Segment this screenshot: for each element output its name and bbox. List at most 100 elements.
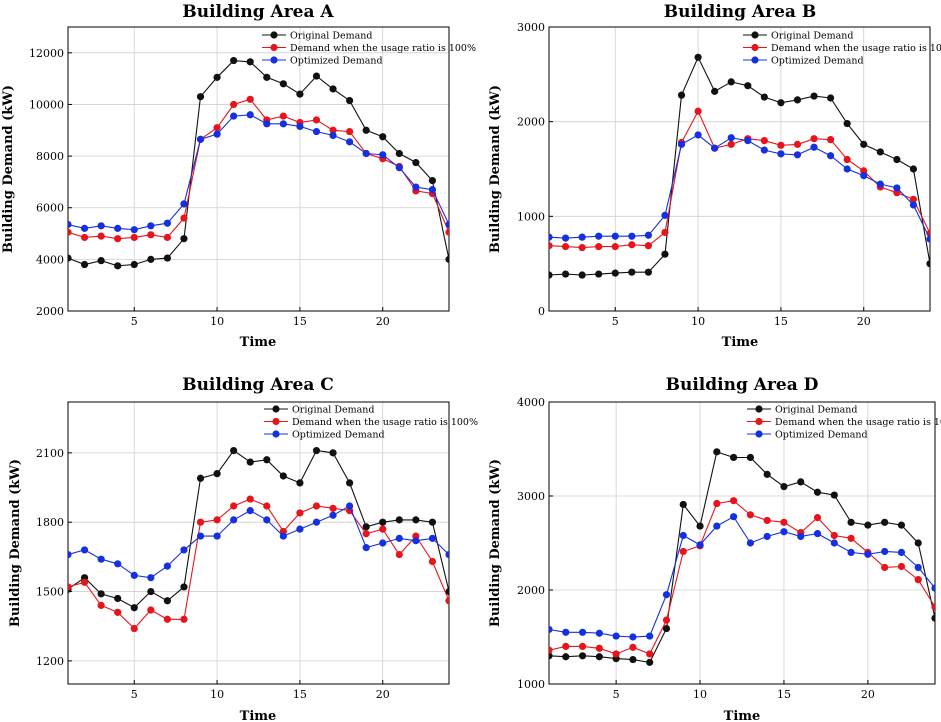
x-axis-label: Time [240, 335, 277, 350]
data-point-optimized [876, 180, 884, 188]
y-tick-label: 10000 [29, 98, 64, 111]
data-point-usage100 [68, 228, 72, 236]
data-point-original [68, 254, 72, 262]
data-point-optimized [696, 541, 704, 549]
data-point-original [931, 614, 935, 622]
data-point-original [813, 488, 822, 496]
data-point-optimized [97, 555, 105, 563]
data-point-original [646, 658, 654, 666]
data-point-optimized [312, 127, 321, 136]
data-point-usage100 [843, 155, 851, 164]
data-point-optimized [180, 546, 188, 554]
data-point-original [379, 518, 387, 526]
data-point-optimized [713, 522, 721, 530]
x-tick-label: 15 [293, 688, 307, 701]
data-point-optimized [847, 548, 855, 557]
data-point-optimized [881, 547, 889, 556]
series-line-original [68, 449, 449, 609]
data-point-original [628, 268, 636, 276]
data-point-original [763, 470, 771, 478]
data-point-original [412, 516, 420, 524]
data-point-original [445, 255, 449, 263]
data-point-usage100 [897, 562, 906, 571]
legend-marker-optimized [272, 430, 280, 438]
data-point-original [578, 652, 587, 660]
data-point-original [213, 470, 221, 478]
data-point-optimized [931, 584, 935, 592]
legend-marker-original [755, 405, 763, 413]
data-point-optimized [263, 120, 271, 128]
data-point-original [694, 53, 702, 61]
data-point-optimized [246, 111, 254, 119]
data-point-usage100 [578, 243, 586, 252]
data-point-original [246, 458, 254, 466]
data-point-original [797, 478, 805, 486]
chart-panel-b: 5 10 15 20 0 1000 2000 3000 Original DemandDeman… [488, 2, 941, 350]
series-line-optimized [68, 114, 449, 231]
data-point-original [711, 87, 719, 95]
data-point-usage100 [395, 550, 403, 559]
data-point-optimized [562, 628, 570, 636]
data-point-original [549, 652, 553, 660]
data-point-optimized [312, 518, 321, 526]
data-point-original [827, 94, 835, 102]
data-point-usage100 [661, 228, 669, 237]
data-point-usage100 [379, 525, 387, 533]
data-point-original [279, 472, 287, 480]
data-point-optimized [711, 144, 719, 152]
legend-marker-optimized [751, 56, 759, 64]
data-point-usage100 [362, 530, 370, 538]
data-point-optimized [80, 546, 89, 554]
data-point-original [395, 149, 403, 158]
data-point-usage100 [180, 615, 188, 623]
data-point-usage100 [909, 195, 918, 203]
data-point-optimized [395, 534, 403, 542]
data-point-usage100 [931, 603, 935, 611]
series-line-usage100 [68, 498, 449, 630]
data-point-optimized [68, 550, 72, 559]
data-point-usage100 [80, 578, 89, 586]
plot-frame [67, 401, 450, 685]
legend-marker-usage100 [755, 417, 763, 426]
data-point-optimized [727, 134, 735, 142]
data-point-original [246, 58, 254, 66]
data-point-optimized [263, 516, 271, 524]
data-point-usage100 [679, 547, 687, 556]
chart-panel-c: 5 10 15 20 1200 1500 1800 2100 Original DemandDe… [8, 375, 478, 722]
data-point-optimized [810, 143, 818, 151]
legend-label: Original Demand [290, 31, 372, 42]
data-point-original [97, 257, 105, 265]
data-point-usage100 [810, 135, 818, 143]
x-tick-label: 5 [613, 688, 620, 701]
legend-label: Demand when the usage ratio is 100% [292, 417, 478, 428]
data-point-original [412, 158, 420, 167]
legend-marker-usage100 [270, 43, 278, 52]
data-point-usage100 [612, 650, 620, 658]
data-point-original [629, 655, 637, 664]
data-point-optimized [230, 112, 238, 120]
series-group [68, 446, 449, 633]
legend-label: Original Demand [775, 405, 857, 416]
data-point-optimized [114, 224, 122, 232]
data-point-optimized [130, 571, 138, 579]
data-point-usage100 [130, 233, 138, 242]
data-point-original [810, 92, 818, 100]
legend-label: Demand when the usage ratio is 100% [290, 43, 476, 54]
y-tick-label: 4000 [517, 396, 545, 409]
y-tick-label: 4000 [36, 253, 64, 266]
data-point-optimized [445, 550, 449, 559]
data-point-usage100 [213, 124, 221, 132]
data-point-optimized [843, 165, 851, 173]
data-point-optimized [395, 164, 403, 172]
data-point-optimized [813, 530, 822, 538]
y-tick-label: 3000 [517, 490, 545, 503]
data-point-optimized [677, 140, 686, 148]
data-point-usage100 [746, 511, 754, 519]
series-line-usage100 [549, 110, 930, 249]
data-point-original [897, 521, 906, 529]
data-point-original [611, 269, 619, 277]
data-point-original [312, 446, 321, 455]
